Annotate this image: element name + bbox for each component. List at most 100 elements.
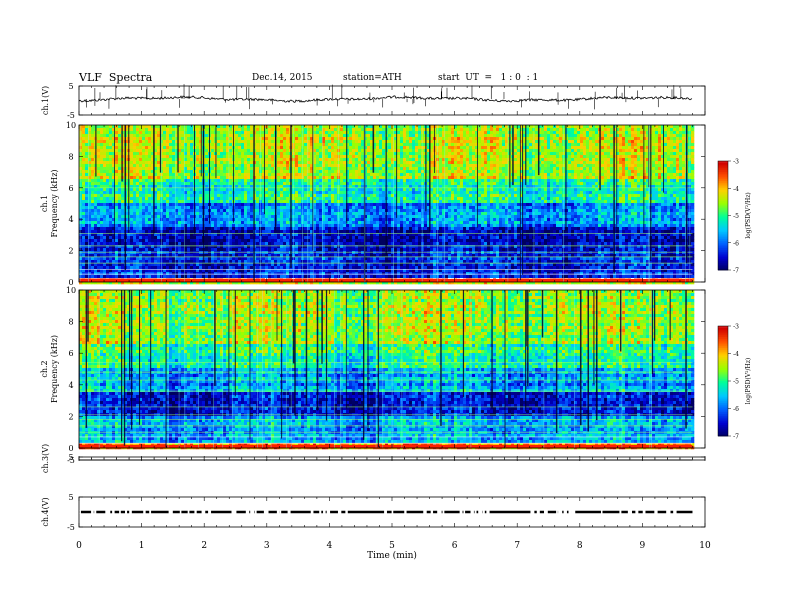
- ch1-spectrogram-cell: [316, 155, 320, 159]
- ch1-spectrogram-cell: [691, 143, 695, 147]
- ch1-spectrogram-cell: [295, 146, 299, 150]
- ch1-spectrogram-cell: [322, 134, 326, 138]
- ch1-spectrogram-cell: [535, 140, 539, 144]
- ch1-spectrogram-cell: [373, 134, 377, 138]
- ch1-spectrogram-cell: [559, 176, 563, 180]
- ch1-spectrogram-cell: [247, 152, 251, 156]
- ch1-spectrogram-cell: [175, 137, 179, 141]
- ch1-spectrogram-cell: [673, 173, 677, 177]
- ch1-spectrogram-cell: [439, 161, 443, 165]
- ch1-spectrogram-cell: [643, 182, 647, 186]
- ch1-spectrogram-cell: [670, 137, 674, 141]
- ch1-spectrogram-cell: [640, 161, 644, 165]
- ch1-spectrogram-cell: [361, 161, 365, 165]
- ch1-spectrogram-cell: [481, 143, 485, 147]
- ch1-spectrogram-cell: [142, 176, 146, 180]
- ch1-spectrogram-cell: [376, 185, 380, 189]
- ch1-spectrogram-cell: [241, 167, 245, 171]
- ch1-spectrogram-cell: [250, 140, 254, 144]
- ch1-spectrogram-cell: [322, 167, 326, 171]
- ch1-spectrogram-cell: [418, 149, 422, 153]
- ch1-spectrogram-cell: [217, 188, 221, 192]
- ch1-spectrogram-cell: [196, 140, 200, 144]
- ch1-spectrogram-cell: [412, 140, 416, 144]
- ch1-spectrogram-cell: [487, 146, 491, 150]
- ch1-spectrogram-cell: [460, 155, 464, 159]
- ch1-spectrogram-cell: [502, 125, 506, 129]
- ch4-waveform-gap: [478, 510, 481, 514]
- ch1-spectrogram-cell: [466, 173, 470, 177]
- ch1-spectrogram-cell: [229, 176, 233, 180]
- ch1-spectrogram-cell: [529, 125, 533, 129]
- ch1-spectrogram-cell: [520, 134, 524, 138]
- ch1-spectrogram-cell: [535, 182, 539, 186]
- ch1-spectrogram-cell: [199, 128, 203, 132]
- ch1-spectrogram-cell: [157, 185, 161, 189]
- ch1-spectrogram-cell: [286, 182, 290, 186]
- ch1-spectrogram-cell: [652, 182, 656, 186]
- ch1-spectrogram-cell: [85, 170, 89, 174]
- ch1-spectrogram-cell: [379, 164, 383, 168]
- ch1-spectrogram-cell: [196, 152, 200, 156]
- ch1-spectrogram-cell: [523, 173, 527, 177]
- ch1-spectrogram-cell: [256, 125, 260, 129]
- ch1-spectrogram-cell: [100, 152, 104, 156]
- ch1-spectrogram-cell: [679, 188, 683, 192]
- ch1-spectrogram-cell: [379, 182, 383, 186]
- ch1-spectrogram-cell: [295, 137, 299, 141]
- ch1-spectrogram-cell: [556, 149, 560, 153]
- ch1-spectrogram-cell: [298, 185, 302, 189]
- ch1-spectrogram-cell: [199, 161, 203, 165]
- ch1-spectrogram-cell: [574, 125, 578, 129]
- ch1-spectrogram-cell: [439, 143, 443, 147]
- ch1-spectrogram-cell: [553, 164, 557, 168]
- ch1-spectrogram-cell: [157, 140, 161, 144]
- ch1-spectrogram-cell: [220, 185, 224, 189]
- ch1-spectrogram-cell: [199, 140, 203, 144]
- ch1-spectrogram-cell: [658, 137, 662, 141]
- ch1-spectrogram-cell: [541, 176, 545, 180]
- ch1-spectrogram-cell: [652, 188, 656, 192]
- ch1-spectrogram-cell: [217, 128, 221, 132]
- ch1-spectrogram-cell: [418, 173, 422, 177]
- ch1-spectrogram-cell: [238, 170, 242, 174]
- ch1-spectrogram-cell: [397, 128, 401, 132]
- ch1-spectrogram-cell: [334, 188, 338, 192]
- ch1-spectrogram-cell: [643, 164, 647, 168]
- ch1-spectrogram-cell: [367, 176, 371, 180]
- ch1-spectrogram-cell: [544, 125, 548, 129]
- ch1-spectrogram-cell: [625, 125, 629, 129]
- ch1-spectrogram-cell: [655, 143, 659, 147]
- ch1-spectrogram-cell: [142, 185, 146, 189]
- ch1-spectrogram-cell: [94, 188, 98, 192]
- ch1-spectrogram-cell: [652, 152, 656, 156]
- ch1-spectrogram-cell: [406, 170, 410, 174]
- ch1-spectrogram-cell: [451, 185, 455, 189]
- ch1-spectrogram-cell: [430, 134, 434, 138]
- ch1-spectrogram-cell: [298, 161, 302, 165]
- ch1-spectrogram-cell: [475, 158, 479, 162]
- ch1-spectrogram-cell: [442, 176, 446, 180]
- ch1-spectrogram-cell: [346, 152, 350, 156]
- ch1-spectrogram-cell: [583, 125, 587, 129]
- ch1-spectrogram-cell: [382, 125, 386, 129]
- ch1-spectrogram-cell: [625, 131, 629, 135]
- ch1-spectrogram-cell: [481, 176, 485, 180]
- ch1-spectrogram-cell: [283, 140, 287, 144]
- ch1-spectrogram-cell: [388, 146, 392, 150]
- ch1-spectrogram-cell: [595, 149, 599, 153]
- ch1-spectrogram-cell: [364, 176, 368, 180]
- ch1-spectrogram-cell: [349, 167, 353, 171]
- ch1-spectrogram-cell: [142, 140, 146, 144]
- ch1-spectrogram-cell: [148, 164, 152, 168]
- ch1-spectrogram-cell: [577, 167, 581, 171]
- ch1-spectrogram-cell: [181, 188, 185, 192]
- ch1-spectrogram-cell: [673, 146, 677, 150]
- ch1-spectrogram-cell: [430, 143, 434, 147]
- ch1-spectrogram-cell: [601, 128, 605, 132]
- ch1-spectrogram-cell: [355, 134, 359, 138]
- ch1-spectrogram-cell: [538, 131, 542, 135]
- ch1-spectrogram-cell: [115, 176, 119, 180]
- ch1-spectrogram-cell: [97, 149, 101, 153]
- ch1-spectrogram-cell: [577, 137, 581, 141]
